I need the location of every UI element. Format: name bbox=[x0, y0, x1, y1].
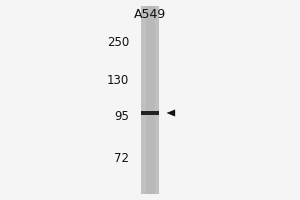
Text: 130: 130 bbox=[107, 74, 129, 88]
Bar bbox=[146, 6, 154, 194]
Text: A549: A549 bbox=[134, 7, 166, 21]
Bar bbox=[141, 6, 159, 194]
Polygon shape bbox=[167, 109, 175, 117]
Text: 72: 72 bbox=[114, 152, 129, 164]
Text: 250: 250 bbox=[107, 36, 129, 49]
Text: 95: 95 bbox=[114, 110, 129, 123]
Bar bbox=[141, 111, 159, 115]
